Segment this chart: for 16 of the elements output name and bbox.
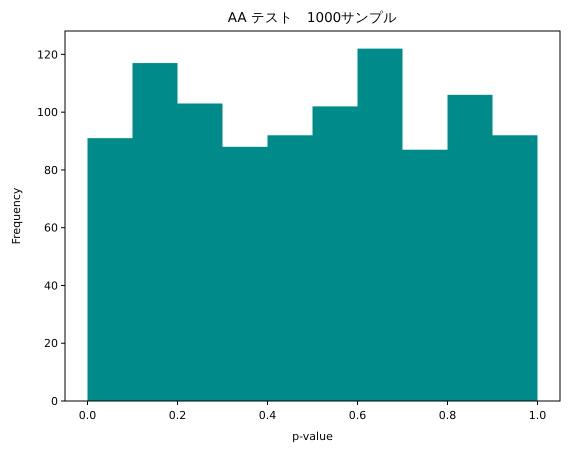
y-tick-label: 40 [44, 279, 58, 292]
xlabel: p-value [292, 430, 333, 443]
x-tick-label: 0.6 [348, 409, 366, 422]
y-tick-label: 60 [44, 222, 58, 235]
y-tick-label: 20 [44, 337, 58, 350]
y-tick-label: 100 [37, 106, 58, 120]
x-tick-label: 0.4 [258, 409, 276, 422]
x-tick-label: 0.0 [78, 409, 96, 422]
y-tick-label: 120 [37, 48, 58, 62]
x-tick-label: 1.0 [528, 409, 546, 422]
title: AA テスト 1000サンプル [228, 10, 398, 26]
y-tick-label: 0 [51, 395, 58, 408]
x-tick-label: 0.8 [438, 409, 456, 422]
ylabel: Frequency [10, 188, 23, 244]
y-tick-label: 80 [44, 164, 58, 177]
x-tick-label: 0.2 [168, 409, 186, 422]
